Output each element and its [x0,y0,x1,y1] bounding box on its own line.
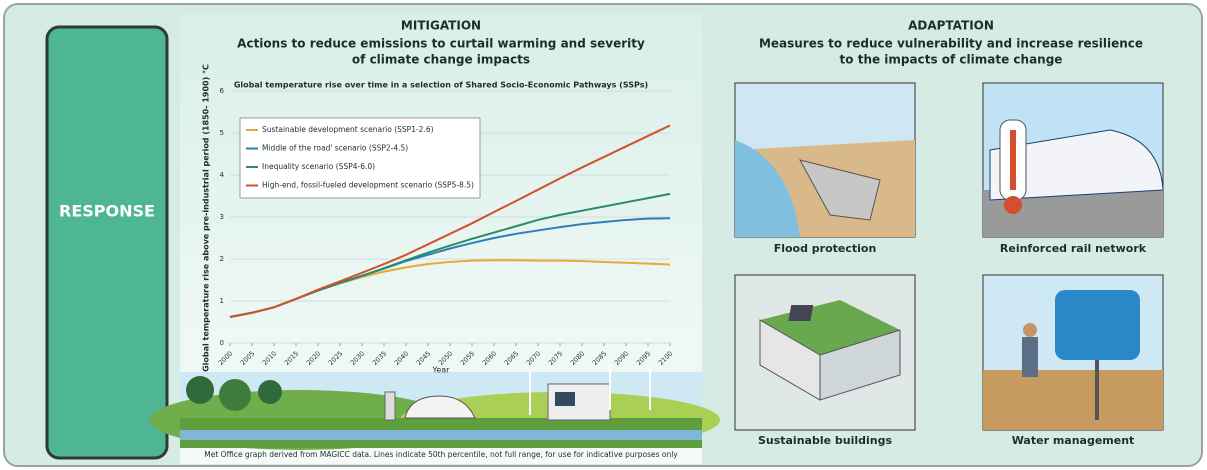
adaptation-title: ADAPTATION [908,19,994,33]
adaptation-subtitle: Measures to reduce vulnerability and inc… [759,37,1143,51]
caption: Sustainable buildings [758,434,893,447]
y-tick-label: 3 [220,213,224,221]
legend-label: High-end, fossil-fueled development scen… [262,181,474,190]
y-tick-label: 1 [220,297,224,305]
y-tick-label: 5 [220,129,224,137]
y-tick-label: 6 [220,87,225,95]
legend-box [239,117,481,199]
legend-label: Middle of the road' scenario (SSP2-4.5) [262,144,408,153]
landscape-illustration [150,365,720,450]
y-axis-label: Global temperature rise above pre-indust… [202,64,211,372]
y-tick-label: 4 [220,171,225,179]
buildings-image [734,274,916,431]
caption: Water management [1012,434,1135,447]
legend-label: Sustainable development scenario (SSP1-2… [262,125,434,134]
response-box [45,25,169,460]
rail-image [982,82,1164,238]
response-label: RESPONSE [59,202,155,221]
x-axis-label: Year [432,366,451,375]
footnote: Met Office graph derived from MAGICC dat… [204,450,678,459]
y-tick-label: 2 [220,255,224,263]
mitigation-subtitle: Actions to reduce emissions to curtail w… [237,37,645,51]
legend-label: Inequality scenario (SSP4-6.0) [262,162,375,171]
chart-title: Global temperature rise over time in a s… [234,81,648,90]
adaptation-subtitle: to the impacts of climate change [840,53,1063,67]
series-line [229,124,671,318]
water-image [982,274,1164,431]
caption: Reinforced rail network [1000,242,1147,255]
caption: Flood protection [774,242,877,255]
flood-image [734,82,916,238]
mitigation-title: MITIGATION [401,19,481,33]
y-tick-label: 0 [220,339,224,347]
mitigation-subtitle: of climate change impacts [352,53,530,67]
